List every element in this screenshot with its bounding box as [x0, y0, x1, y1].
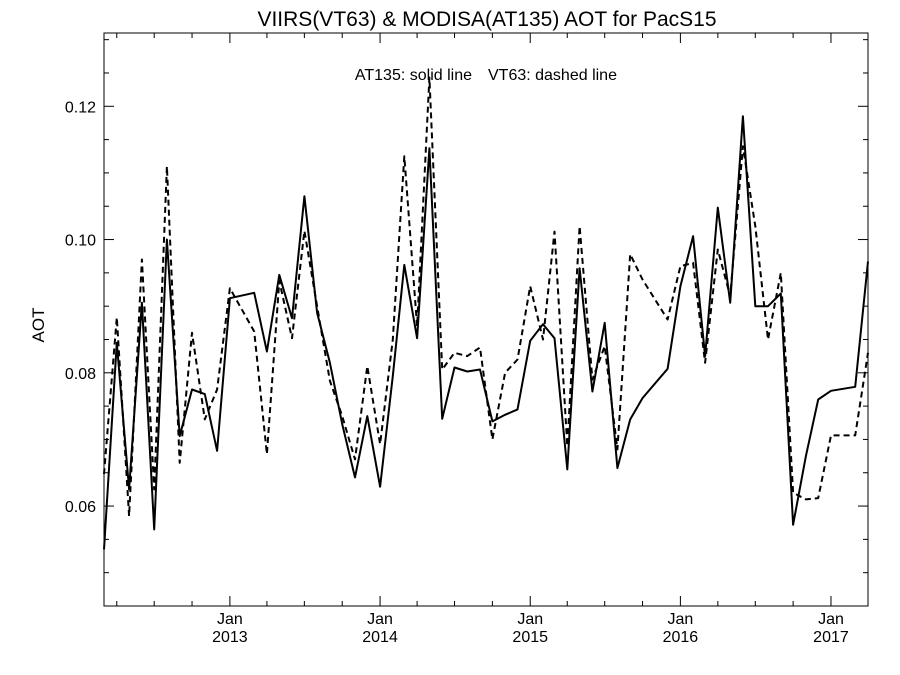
y-tick-label: 0.06 [65, 499, 96, 516]
x-tick-label-month: Jan [367, 611, 393, 628]
x-tick-label-month: Jan [818, 611, 844, 628]
series-line-at135 [103, 115, 869, 550]
plot-frame [103, 32, 869, 607]
y-axis-label: AOT [29, 308, 48, 343]
x-tick-label-year: 2015 [512, 629, 548, 646]
x-tick-label-month: Jan [667, 611, 693, 628]
chart-title: VIIRS(VT63) & MODISA(AT135) AOT for PacS… [257, 8, 716, 31]
series-line-vt63 [103, 76, 869, 518]
y-tick-label: 0.10 [65, 233, 96, 250]
x-tick-label-month: Jan [217, 611, 243, 628]
legend-solid-annotation: AT135: solid line [355, 67, 472, 84]
x-tick-label-year: 2017 [813, 629, 849, 646]
legend-dashed-annotation: VT63: dashed line [488, 67, 617, 84]
axis-ticks: 0.060.080.100.12Jan2013Jan2014Jan2015Jan… [65, 33, 869, 646]
x-tick-label-year: 2013 [212, 629, 248, 646]
x-tick-label-year: 2014 [362, 629, 398, 646]
y-tick-label: 0.12 [65, 99, 96, 116]
x-tick-label-month: Jan [517, 611, 543, 628]
series-lines [103, 76, 869, 550]
x-tick-label-year: 2016 [663, 629, 699, 646]
y-tick-label: 0.08 [65, 366, 96, 383]
